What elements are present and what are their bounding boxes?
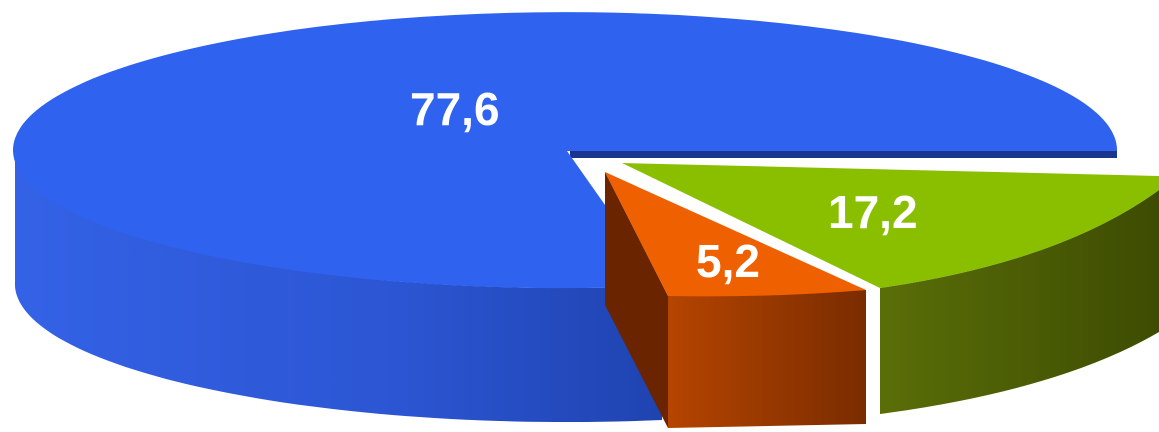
slice-17-2 [622, 163, 1159, 414]
slice-17-2-top [622, 163, 1159, 288]
slice-5-2-cut-face [605, 172, 668, 428]
data-label-5-2: 5,2 [696, 235, 760, 287]
slice-5-2-front [668, 290, 866, 428]
slice-77-6-back-side [570, 150, 1117, 158]
slice-77-6-top [13, 12, 1118, 289]
slice-5-2 [605, 172, 866, 428]
slice-77-6 [13, 12, 1118, 423]
data-label-77-6: 77,6 [410, 83, 500, 135]
slice-77-6-side [14, 148, 662, 423]
data-label-17-2: 17,2 [828, 186, 918, 238]
slice-17-2-side [880, 190, 1159, 414]
slice-5-2-top [605, 172, 866, 297]
